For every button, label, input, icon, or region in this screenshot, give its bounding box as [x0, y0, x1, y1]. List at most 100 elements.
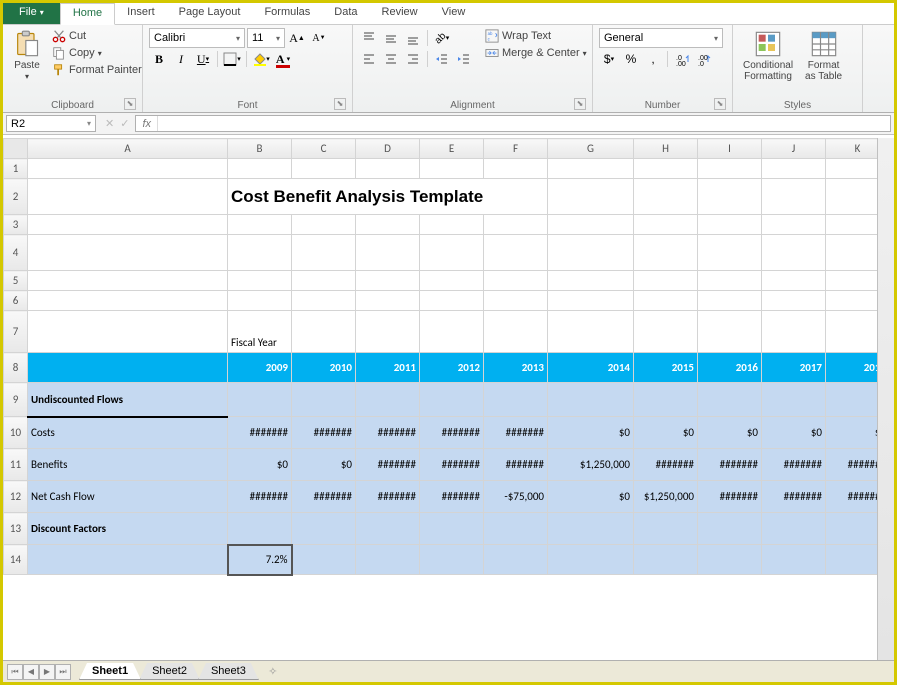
cell[interactable]	[548, 311, 634, 353]
increase-indent-button[interactable]	[454, 49, 474, 69]
row-header-13[interactable]: 13	[4, 513, 28, 545]
cell[interactable]	[698, 235, 762, 271]
align-right-button[interactable]	[403, 49, 423, 69]
col-header-F[interactable]: F	[484, 139, 548, 159]
shrink-font-button[interactable]: A▼	[309, 28, 329, 48]
title-cell[interactable]: Cost Benefit Analysis Template	[228, 179, 548, 215]
data-cell[interactable]: #######	[484, 417, 548, 449]
data-cell[interactable]: #######	[762, 449, 826, 481]
sheet-tab-3[interactable]: Sheet3	[198, 663, 259, 680]
year-cell[interactable]: 2016	[698, 353, 762, 383]
data-cell[interactable]: #######	[356, 481, 420, 513]
cell[interactable]	[762, 215, 826, 235]
cell[interactable]	[420, 159, 484, 179]
cell[interactable]	[228, 513, 292, 545]
cell[interactable]	[698, 179, 762, 215]
row-header-9[interactable]: 9	[4, 383, 28, 417]
tab-formulas[interactable]: Formulas	[252, 3, 322, 24]
cell[interactable]	[762, 513, 826, 545]
cell[interactable]	[28, 235, 228, 271]
cell[interactable]	[762, 311, 826, 353]
data-cell[interactable]: -$75,000	[484, 481, 548, 513]
cell[interactable]	[548, 235, 634, 271]
font-launcher[interactable]: ⬊	[334, 98, 346, 110]
cell[interactable]	[484, 513, 548, 545]
data-cell[interactable]: #######	[634, 449, 698, 481]
cell[interactable]	[356, 513, 420, 545]
new-sheet-button[interactable]: ✧	[263, 665, 283, 678]
cell[interactable]	[28, 159, 228, 179]
cell[interactable]	[484, 215, 548, 235]
cell[interactable]	[292, 291, 356, 311]
data-cell[interactable]: $0	[762, 417, 826, 449]
number-launcher[interactable]: ⬊	[714, 98, 726, 110]
row-header-2[interactable]: 2	[4, 179, 28, 215]
col-header-C[interactable]: C	[292, 139, 356, 159]
select-all-corner[interactable]	[4, 139, 28, 159]
year-cell[interactable]: 2010	[292, 353, 356, 383]
sheet-tab-1[interactable]: Sheet1	[79, 663, 141, 680]
cell[interactable]	[420, 545, 484, 575]
conditional-formatting-button[interactable]: Conditional Formatting	[739, 28, 797, 84]
tab-view[interactable]: View	[430, 3, 478, 24]
cell[interactable]	[484, 545, 548, 575]
cell[interactable]	[28, 545, 228, 575]
fx-label[interactable]: fx	[136, 116, 158, 131]
cell[interactable]	[420, 235, 484, 271]
data-cell[interactable]: #######	[228, 417, 292, 449]
cell[interactable]	[634, 271, 698, 291]
border-button[interactable]: ▾	[222, 49, 242, 69]
cell[interactable]	[548, 291, 634, 311]
clipboard-launcher[interactable]: ⬊	[124, 98, 136, 110]
italic-button[interactable]: I	[171, 49, 191, 69]
cell[interactable]	[420, 291, 484, 311]
col-header-K[interactable]: K	[826, 139, 890, 159]
cell[interactable]	[292, 311, 356, 353]
format-as-table-button[interactable]: Format as Table	[801, 28, 846, 84]
sheet-nav-first[interactable]: ⏮	[7, 664, 23, 680]
decrease-indent-button[interactable]	[432, 49, 452, 69]
sheet-nav-next[interactable]: ▶	[39, 664, 55, 680]
col-header-J[interactable]: J	[762, 139, 826, 159]
row-header-6[interactable]: 6	[4, 291, 28, 311]
data-cell[interactable]: $0	[292, 449, 356, 481]
cell[interactable]	[356, 159, 420, 179]
cell[interactable]	[548, 383, 634, 417]
col-header-I[interactable]: I	[698, 139, 762, 159]
cell[interactable]	[484, 383, 548, 417]
cell[interactable]	[698, 513, 762, 545]
data-cell[interactable]: #######	[698, 481, 762, 513]
cell[interactable]	[826, 311, 890, 353]
cell[interactable]	[548, 159, 634, 179]
cell[interactable]	[28, 179, 228, 215]
cell[interactable]	[698, 159, 762, 179]
sheet-nav-prev[interactable]: ◀	[23, 664, 39, 680]
cell[interactable]	[548, 179, 634, 215]
cell[interactable]	[826, 235, 890, 271]
data-cell[interactable]: $0	[548, 417, 634, 449]
align-center-button[interactable]	[381, 49, 401, 69]
cell[interactable]	[548, 271, 634, 291]
cell[interactable]	[698, 215, 762, 235]
cell[interactable]	[484, 311, 548, 353]
cell[interactable]	[548, 215, 634, 235]
year-cell[interactable]: 2011	[356, 353, 420, 383]
data-cell[interactable]: #######	[826, 481, 890, 513]
col-header-A[interactable]: A	[28, 139, 228, 159]
cell[interactable]	[356, 311, 420, 353]
cell[interactable]	[28, 215, 228, 235]
sheet-tab-2[interactable]: Sheet2	[139, 663, 200, 680]
cell[interactable]	[698, 545, 762, 575]
fiscal-year-cell[interactable]: Fiscal Year	[228, 311, 292, 353]
cell[interactable]	[420, 311, 484, 353]
col-header-G[interactable]: G	[548, 139, 634, 159]
cell[interactable]	[634, 215, 698, 235]
cell[interactable]	[28, 353, 228, 383]
data-cell[interactable]: #######	[826, 449, 890, 481]
data-cell[interactable]: #######	[356, 417, 420, 449]
percent-button[interactable]: %	[621, 49, 641, 69]
cell[interactable]	[698, 291, 762, 311]
comma-button[interactable]: ,	[643, 49, 663, 69]
cell[interactable]	[420, 383, 484, 417]
cell[interactable]	[634, 383, 698, 417]
